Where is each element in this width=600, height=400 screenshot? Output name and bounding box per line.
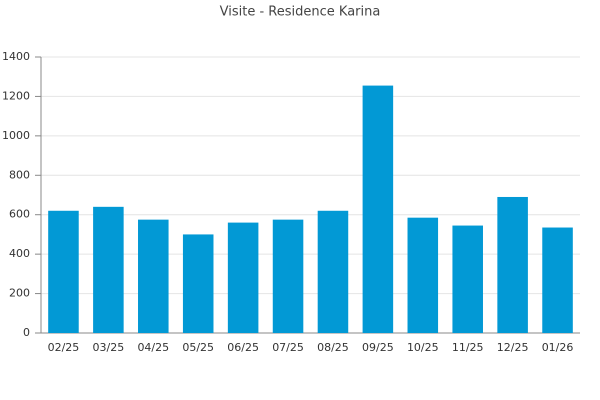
y-tick-label: 1400 xyxy=(2,50,30,63)
bar xyxy=(542,227,573,333)
x-tick-label: 08/25 xyxy=(317,341,349,354)
y-tick-label: 800 xyxy=(9,168,30,181)
bar xyxy=(452,225,483,333)
x-tick-label: 01/26 xyxy=(542,341,574,354)
y-tick-label: 1200 xyxy=(2,89,30,102)
y-tick-label: 0 xyxy=(23,326,30,339)
x-tick-label: 11/25 xyxy=(452,341,484,354)
bar xyxy=(48,210,79,333)
x-tick-label: 10/25 xyxy=(407,341,439,354)
y-tick-label: 600 xyxy=(9,208,30,221)
x-tick-label: 07/25 xyxy=(272,341,304,354)
x-tick-label: 12/25 xyxy=(497,341,529,354)
chart-title: Visite - Residence Karina xyxy=(220,5,381,20)
bar xyxy=(93,206,124,333)
y-tick-label: 400 xyxy=(9,247,30,260)
bar xyxy=(407,217,439,333)
bar xyxy=(272,219,304,333)
x-tick-label: 05/25 xyxy=(182,341,214,354)
bar xyxy=(138,219,169,333)
bar xyxy=(362,85,394,333)
bar xyxy=(182,234,214,333)
x-tick-label: 06/25 xyxy=(227,341,259,354)
y-tick-label: 1000 xyxy=(2,129,30,142)
x-tick-label: 02/25 xyxy=(48,341,80,354)
x-tick-label: 09/25 xyxy=(362,341,394,354)
bar xyxy=(497,196,528,333)
bar xyxy=(227,222,259,333)
x-tick-label: 03/25 xyxy=(93,341,125,354)
bar xyxy=(317,210,349,333)
y-tick-label: 200 xyxy=(9,287,30,300)
x-tick-label: 04/25 xyxy=(137,341,169,354)
